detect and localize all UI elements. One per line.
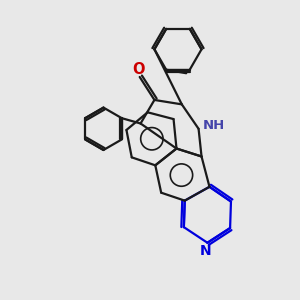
Text: O: O <box>132 62 145 77</box>
Text: N: N <box>200 244 212 258</box>
Text: NH: NH <box>203 119 225 132</box>
